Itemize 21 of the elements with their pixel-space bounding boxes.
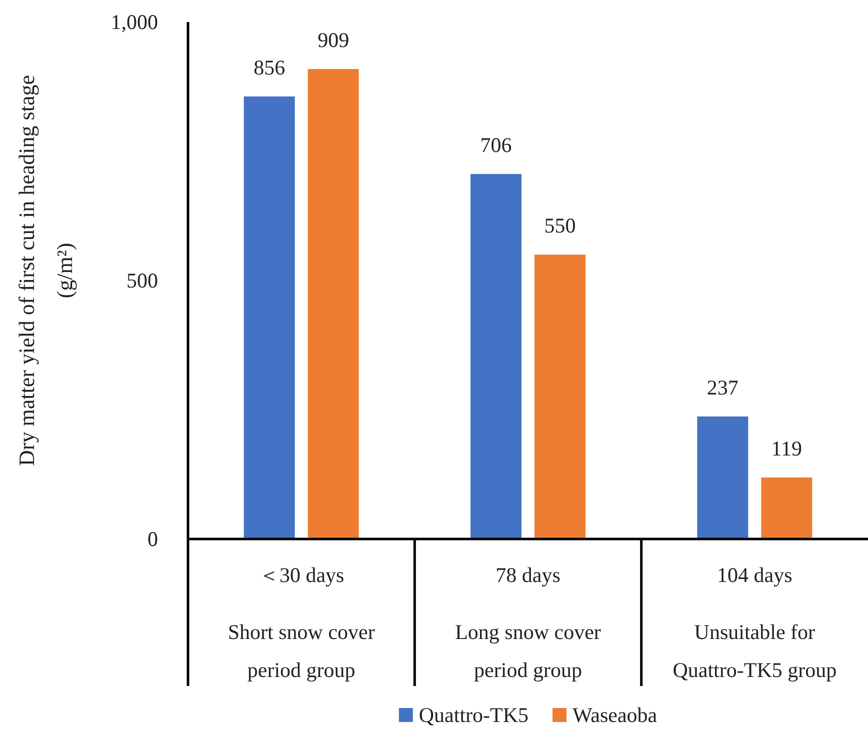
y-axis-title: Dry matter yield of first cut in heading stage (g/m²) xyxy=(14,75,77,466)
data-label: 706 xyxy=(480,133,512,157)
bar xyxy=(470,174,522,539)
y-tick-label: 1,000 xyxy=(110,10,158,34)
category-label: ＜30 days Short snow cover period group xyxy=(228,563,375,682)
category-label: 104 days Unsuitable for Quattro-TK5 group xyxy=(672,563,837,682)
bar xyxy=(308,69,359,539)
legend-label: Quattro-TK5 xyxy=(418,703,529,727)
data-label: 119 xyxy=(771,436,802,460)
bar xyxy=(697,416,748,539)
bar xyxy=(534,254,586,539)
data-label: 550 xyxy=(544,214,576,238)
data-label: 237 xyxy=(706,375,738,400)
legend-label: Waseaoba xyxy=(572,703,658,727)
bar xyxy=(761,477,812,539)
data-label: 909 xyxy=(318,28,350,52)
bar xyxy=(244,96,295,539)
y-tick-label: 500 xyxy=(126,268,158,292)
data-label: 856 xyxy=(254,55,286,80)
category-label: 78 days Long snow cover period group xyxy=(455,563,601,682)
y-tick-label: 0 xyxy=(148,527,158,551)
